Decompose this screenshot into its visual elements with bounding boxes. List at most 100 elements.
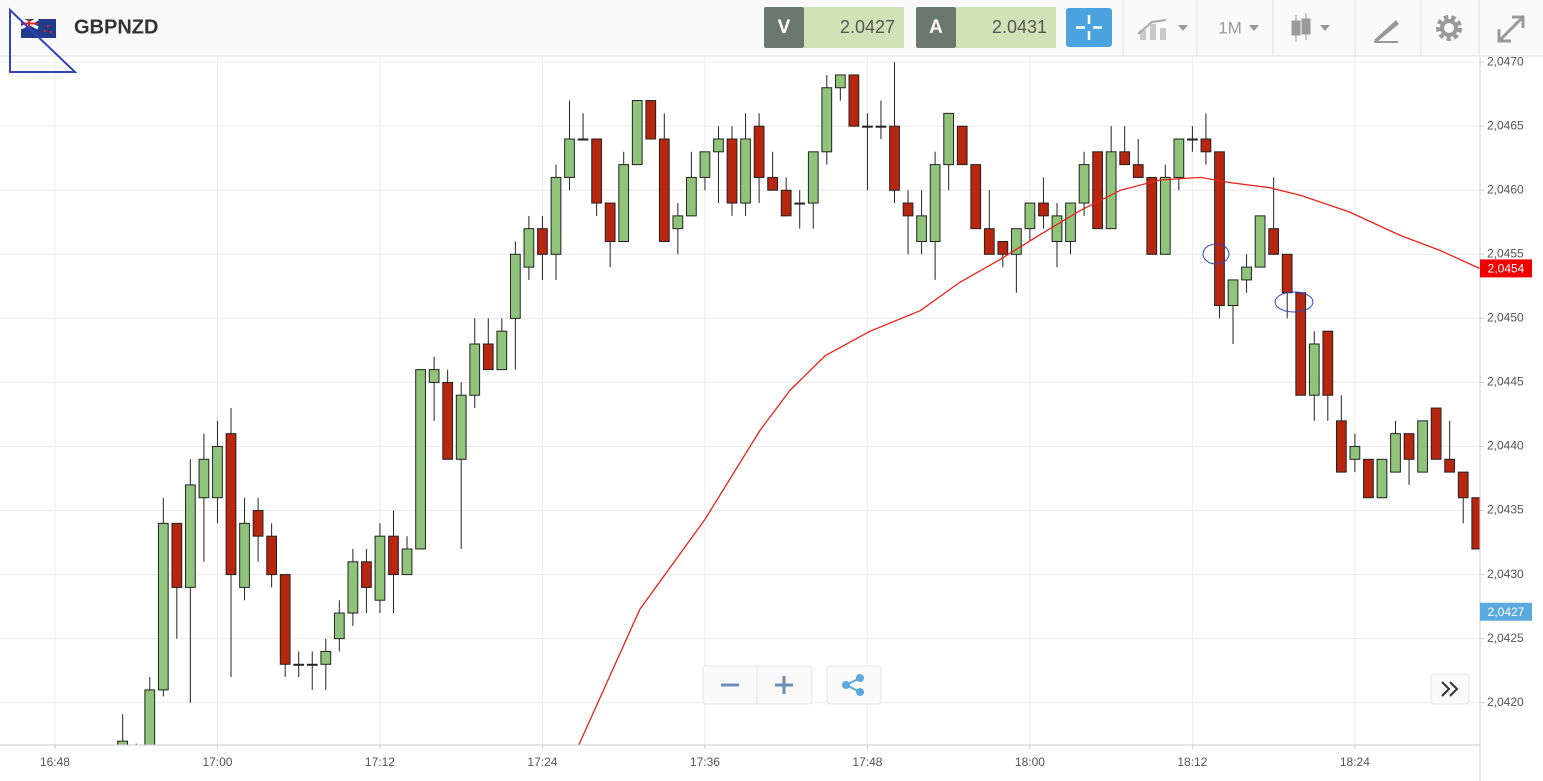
y-tick-label: 2,0445 <box>1487 375 1524 389</box>
candle-body <box>1363 458 1374 499</box>
y-tick-label: 2,0425 <box>1487 631 1524 645</box>
candle <box>1241 254 1252 293</box>
candle <box>266 523 278 588</box>
candle-body <box>1200 138 1212 153</box>
settings-button[interactable] <box>1436 15 1462 41</box>
candle-body <box>374 535 386 601</box>
candle-body <box>361 561 372 588</box>
candle <box>1308 331 1320 421</box>
y-tick-label: 2,0430 <box>1487 567 1524 581</box>
candle <box>997 240 1009 268</box>
price-label-box <box>1480 602 1532 621</box>
candle <box>293 651 305 678</box>
candle-body <box>862 125 873 128</box>
candle-body <box>1430 407 1442 460</box>
candle-body <box>1132 164 1144 178</box>
candle <box>889 62 900 204</box>
candle-body <box>1417 420 1428 473</box>
candle <box>347 548 359 626</box>
candle-body <box>469 343 481 396</box>
candle <box>970 164 982 230</box>
candle <box>374 523 386 614</box>
candle-body <box>1241 266 1252 281</box>
candle-body <box>889 125 900 191</box>
candle <box>983 190 995 255</box>
candle-body <box>1092 151 1103 230</box>
quote-value: 2.0427 <box>840 17 895 37</box>
candle <box>1268 177 1280 255</box>
candle-body <box>293 663 305 666</box>
candle-body <box>780 189 792 217</box>
y-tick-label: 2,0470 <box>1487 54 1524 68</box>
candle <box>509 241 521 370</box>
candle-body <box>1187 138 1198 141</box>
candle-body <box>1308 343 1320 396</box>
candle <box>455 382 467 549</box>
candle <box>1254 215 1266 268</box>
x-tick-label: 17:12 <box>365 755 395 769</box>
candle-body <box>970 164 982 230</box>
candle-body <box>726 138 738 204</box>
buy-quote[interactable]: A 2.0431 <box>916 7 1056 48</box>
indicator-button[interactable] <box>1137 19 1188 40</box>
timeframe-button[interactable]: 1M <box>1218 18 1259 37</box>
drawing-tool-button[interactable] <box>1374 20 1399 43</box>
candle-body <box>117 740 129 745</box>
candle-body <box>658 138 670 242</box>
candle-body <box>794 202 806 205</box>
fullscreen-button[interactable] <box>1497 15 1525 43</box>
candle <box>320 638 332 690</box>
scroll-right-button[interactable] <box>1430 673 1470 705</box>
zoom-controls[interactable] <box>702 665 813 705</box>
candle <box>1024 202 1036 242</box>
timeframe: 1M <box>1218 18 1242 37</box>
y-tick-label: 2,0460 <box>1487 182 1524 196</box>
candle <box>157 497 169 697</box>
candle <box>875 100 887 139</box>
candle-body <box>171 522 183 588</box>
candle <box>1403 433 1415 485</box>
candle <box>1430 407 1442 460</box>
candle <box>496 318 508 371</box>
candle-body <box>740 138 751 204</box>
crosshair-button[interactable] <box>1066 8 1112 47</box>
candle-body <box>1010 228 1022 255</box>
sell-quote[interactable]: V 2.0427 <box>764 7 904 48</box>
candle <box>1417 420 1428 473</box>
candle <box>225 408 237 678</box>
candle <box>1349 433 1361 473</box>
candle-body <box>1471 497 1480 550</box>
candle-body <box>916 215 927 242</box>
candle <box>618 151 630 242</box>
share-button[interactable] <box>826 665 882 705</box>
candle <box>333 600 345 652</box>
candle-body <box>415 369 426 550</box>
candle <box>726 126 738 216</box>
candle <box>1444 420 1456 473</box>
candle <box>117 714 129 745</box>
candle-body <box>1146 176 1158 255</box>
candle <box>740 113 751 216</box>
candle-body <box>347 561 359 614</box>
candle <box>1471 497 1480 550</box>
candle <box>1038 177 1049 229</box>
candle-body <box>333 612 345 640</box>
candle <box>361 548 372 614</box>
candle-body <box>577 138 589 141</box>
candle <box>306 651 318 690</box>
candle <box>1092 151 1103 230</box>
candle-body <box>306 663 318 666</box>
candle <box>956 125 968 166</box>
candle <box>1295 292 1307 396</box>
drawing-triangle <box>9 7 78 73</box>
candle <box>902 190 914 255</box>
chart-type-button[interactable] <box>1291 13 1330 42</box>
candle-body <box>144 689 156 745</box>
candle <box>713 126 724 204</box>
candle-body <box>997 240 1009 255</box>
drawing-ellipse <box>1202 243 1230 265</box>
candle-body <box>1051 215 1063 242</box>
candle <box>415 369 426 550</box>
candle-body <box>943 112 955 166</box>
candle-body <box>591 138 602 204</box>
